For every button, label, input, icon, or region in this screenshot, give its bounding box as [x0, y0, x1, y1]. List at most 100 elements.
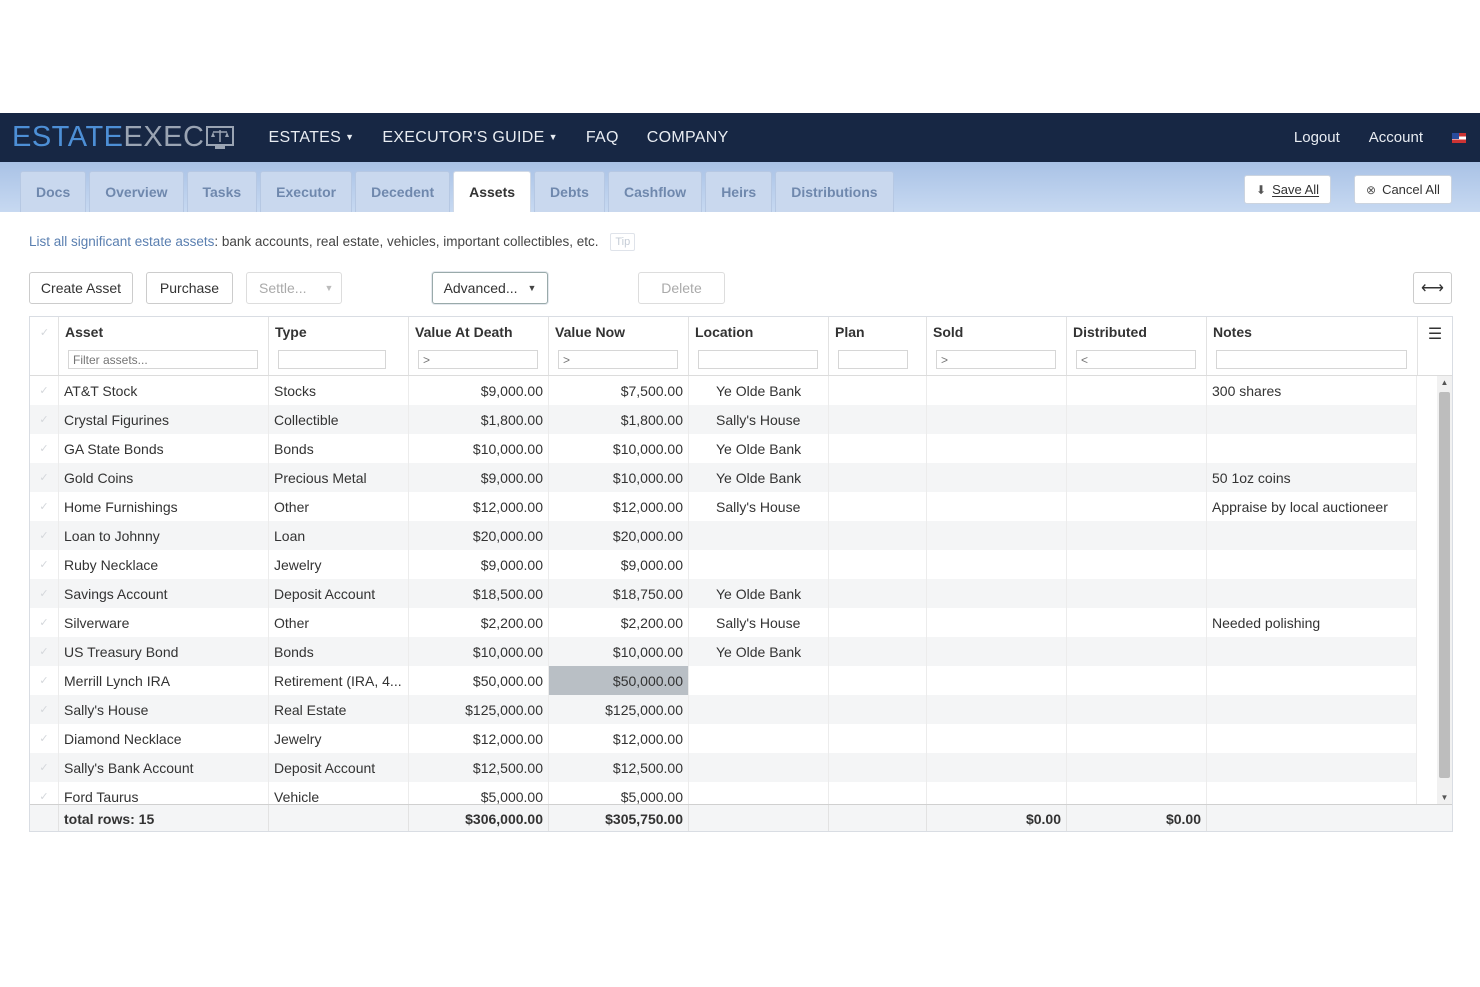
type-cell[interactable]: Retirement (IRA, 4... [269, 666, 409, 695]
row-checkmark-icon[interactable]: ✓ [30, 550, 59, 579]
asset-cell[interactable]: Savings Account [59, 579, 269, 608]
type-cell[interactable]: Real Estate [269, 695, 409, 724]
distributed-cell[interactable] [1067, 405, 1207, 434]
row-checkmark-icon[interactable]: ✓ [30, 637, 59, 666]
tab-executor[interactable]: Executor [260, 171, 353, 212]
type-cell[interactable]: Bonds [269, 637, 409, 666]
tip-button[interactable]: Tip [610, 233, 636, 251]
sold-cell[interactable] [927, 782, 1067, 811]
us-flag-icon[interactable] [1452, 132, 1466, 143]
tab-tasks[interactable]: Tasks [186, 171, 258, 212]
location-cell[interactable]: Ye Olde Bank [689, 637, 829, 666]
table-row[interactable]: ✓ Sally's Bank Account Deposit Account $12,… [30, 753, 1417, 782]
value-now-cell[interactable]: $20,000.00 [549, 521, 689, 550]
location-cell[interactable]: Sally's House [689, 405, 829, 434]
plan-cell[interactable] [829, 608, 927, 637]
column-location[interactable]: Location [689, 317, 829, 375]
plan-cell[interactable] [829, 405, 927, 434]
vertical-scrollbar[interactable]: ▲ ▼ [1437, 376, 1452, 804]
value-at-death-cell[interactable]: $12,000.00 [409, 492, 549, 521]
settle-dropdown[interactable]: Settle... ▼ [246, 272, 342, 304]
sold-cell[interactable] [927, 463, 1067, 492]
distributed-cell[interactable] [1067, 434, 1207, 463]
location-cell[interactable] [689, 695, 829, 724]
value-now-cell[interactable]: $2,200.00 [549, 608, 689, 637]
distributed-cell[interactable] [1067, 724, 1207, 753]
sold-cell[interactable] [927, 521, 1067, 550]
column-menu-icon[interactable]: ☰ [1427, 326, 1443, 343]
plan-cell[interactable] [829, 579, 927, 608]
asset-cell[interactable]: Sally's House [59, 695, 269, 724]
table-row[interactable]: ✓ Diamond Necklace Jewelry $12,000.00 $12,00… [30, 724, 1417, 753]
advanced-dropdown[interactable]: Advanced... ▼ [432, 272, 548, 304]
nav-estates[interactable]: ESTATES ▼ [268, 129, 354, 147]
notes-cell[interactable]: Appraise by local auctioneer [1207, 492, 1417, 521]
location-cell[interactable] [689, 521, 829, 550]
value-now-cell[interactable]: $10,000.00 [549, 637, 689, 666]
table-row[interactable]: ✓ AT&T Stock Stocks $9,000.00 $7,500.00 Ye Ol… [30, 376, 1417, 405]
row-checkmark-icon[interactable]: ✓ [30, 492, 59, 521]
distributed-cell[interactable] [1067, 695, 1207, 724]
column-plan[interactable]: Plan [829, 317, 927, 375]
table-row[interactable]: ✓ Sally's House Real Estate $125,000.00 $125… [30, 695, 1417, 724]
plan-cell[interactable] [829, 550, 927, 579]
value-at-death-cell[interactable]: $12,000.00 [409, 724, 549, 753]
type-filter-input[interactable] [278, 350, 386, 369]
asset-cell[interactable]: Ford Taurus [59, 782, 269, 811]
cancel-all-button[interactable]: ⊗ Cancel All [1354, 175, 1452, 204]
distributed-cell[interactable] [1067, 608, 1207, 637]
type-cell[interactable]: Other [269, 608, 409, 637]
column-notes[interactable]: Notes [1207, 317, 1418, 375]
purchase-button[interactable]: Purchase [146, 272, 233, 304]
value-now-cell[interactable]: $12,500.00 [549, 753, 689, 782]
notes-cell[interactable] [1207, 637, 1417, 666]
notes-cell[interactable]: Needed polishing [1207, 608, 1417, 637]
value-now-cell[interactable]: $125,000.00 [549, 695, 689, 724]
asset-cell[interactable]: Loan to Johnny [59, 521, 269, 550]
value-at-death-cell[interactable]: $125,000.00 [409, 695, 549, 724]
type-cell[interactable]: Vehicle [269, 782, 409, 811]
location-cell[interactable] [689, 753, 829, 782]
notes-cell[interactable] [1207, 724, 1417, 753]
create-asset-button[interactable]: Create Asset [29, 272, 133, 304]
table-row[interactable]: ✓ Ford Taurus Vehicle $5,000.00 $5,000.00 [30, 782, 1417, 811]
type-cell[interactable]: Bonds [269, 434, 409, 463]
tab-assets[interactable]: Assets [453, 171, 532, 212]
location-cell[interactable]: Sally's House [689, 608, 829, 637]
value-at-death-cell[interactable]: $50,000.00 [409, 666, 549, 695]
tab-overview[interactable]: Overview [89, 171, 184, 212]
value-now-cell[interactable]: $50,000.00 [549, 666, 689, 695]
value-now-filter-input[interactable] [558, 350, 678, 369]
value-now-cell[interactable]: $7,500.00 [549, 376, 689, 405]
plan-cell[interactable] [829, 695, 927, 724]
plan-cell[interactable] [829, 753, 927, 782]
location-cell[interactable] [689, 724, 829, 753]
scrollbar-thumb[interactable] [1439, 392, 1450, 778]
table-row[interactable]: ✓ Merrill Lynch IRA Retirement (IRA, 4... $… [30, 666, 1417, 695]
distributed-cell[interactable] [1067, 579, 1207, 608]
notes-cell[interactable] [1207, 782, 1417, 811]
sold-cell[interactable] [927, 492, 1067, 521]
sold-cell[interactable] [927, 434, 1067, 463]
table-row[interactable]: ✓ Ruby Necklace Jewelry $9,000.00 $9,000.00 [30, 550, 1417, 579]
logout-link[interactable]: Logout [1293, 129, 1340, 146]
type-cell[interactable]: Stocks [269, 376, 409, 405]
distributed-cell[interactable] [1067, 521, 1207, 550]
asset-cell[interactable]: Silverware [59, 608, 269, 637]
notes-cell[interactable]: 300 shares [1207, 376, 1417, 405]
notes-filter-input[interactable] [1216, 350, 1407, 369]
notes-cell[interactable] [1207, 753, 1417, 782]
sold-cell[interactable] [927, 405, 1067, 434]
sold-cell[interactable] [927, 666, 1067, 695]
row-checkmark-icon[interactable]: ✓ [30, 376, 59, 405]
sold-cell[interactable] [927, 695, 1067, 724]
row-checkmark-icon[interactable]: ✓ [30, 579, 59, 608]
sold-cell[interactable] [927, 550, 1067, 579]
asset-cell[interactable]: Sally's Bank Account [59, 753, 269, 782]
column-value-now[interactable]: Value Now [549, 317, 689, 375]
column-sold[interactable]: Sold [927, 317, 1067, 375]
distributed-cell[interactable] [1067, 492, 1207, 521]
type-cell[interactable]: Collectible [269, 405, 409, 434]
location-filter-input[interactable] [698, 350, 818, 369]
value-now-cell[interactable]: $10,000.00 [549, 463, 689, 492]
